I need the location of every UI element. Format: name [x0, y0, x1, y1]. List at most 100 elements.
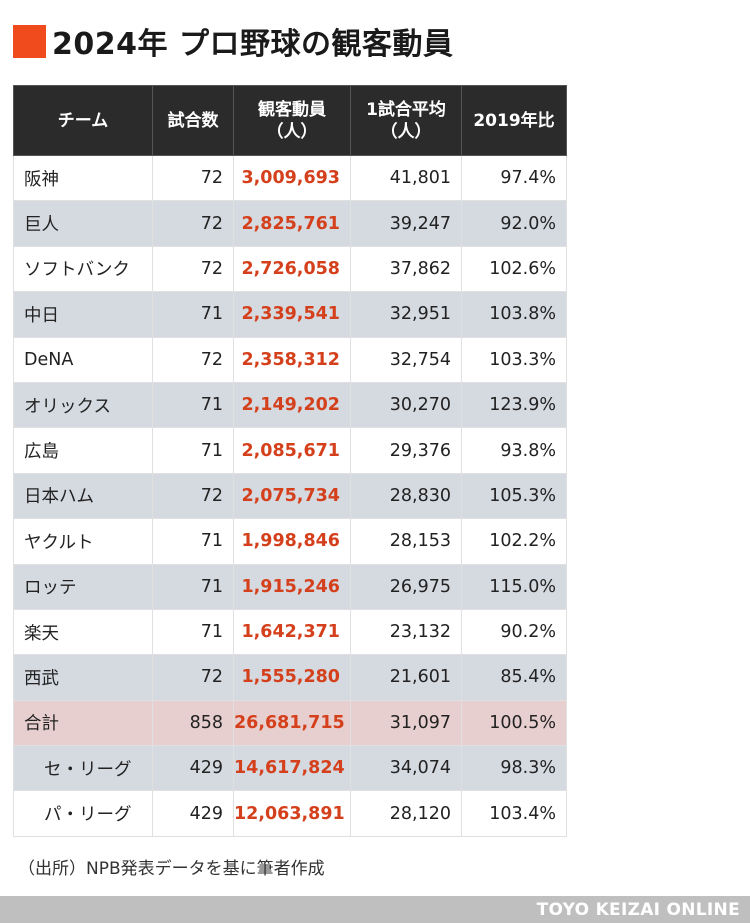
- team-cell: ソフトバンク: [13, 245, 153, 293]
- table-row: DeNA 72 2,358,312 32,754 103.3%: [13, 336, 567, 383]
- attendance-cell: 2,726,058: [233, 245, 351, 293]
- team-cell: 阪神: [13, 154, 153, 202]
- team-cell: DeNA: [13, 336, 153, 383]
- games-cell: 72: [152, 336, 234, 383]
- average-cell: 26,975: [350, 563, 462, 610]
- team-cell: 中日: [13, 291, 153, 338]
- average-cell: 37,862: [350, 245, 462, 293]
- attendance-cell: 3,009,693: [233, 154, 351, 202]
- average-cell: 32,754: [350, 336, 462, 383]
- team-cell: 合計: [13, 699, 153, 747]
- average-cell: 21,601: [350, 654, 462, 701]
- attendance-cell: 14,617,824: [233, 745, 351, 792]
- page-title: 2024年 プロ野球の観客動員: [52, 27, 454, 62]
- average-cell: 23,132: [350, 608, 462, 656]
- table-row-total: 合計 858 26,681,715 31,097 100.5%: [13, 699, 567, 747]
- games-cell: 71: [152, 608, 234, 656]
- table-row-league: パ・リーグ 429 12,063,891 28,120 103.4%: [13, 790, 567, 837]
- header-label: （人）: [266, 121, 318, 142]
- games-cell: 72: [152, 200, 234, 247]
- table-row: ソフトバンク 72 2,726,058 37,862 102.6%: [13, 245, 567, 293]
- footer-brand: TOYO KEIZAI ONLINE: [536, 899, 740, 920]
- vs2019-cell: 103.4%: [461, 790, 567, 837]
- title-accent-square: [13, 24, 46, 58]
- table-row-league: セ・リーグ 429 14,617,824 34,074 98.3%: [13, 745, 567, 792]
- average-cell: 31,097: [350, 699, 462, 747]
- team-cell: ヤクルト: [13, 518, 153, 565]
- table-header-row: チーム 試合数 観客動員 （人） 1試合平均 （人） 2019年比: [13, 85, 567, 156]
- attendance-cell: 1,642,371: [233, 608, 351, 656]
- vs2019-cell: 102.6%: [461, 245, 567, 293]
- team-cell: 広島: [13, 427, 153, 474]
- vs2019-cell: 103.8%: [461, 291, 567, 338]
- table-row: ロッテ 71 1,915,246 26,975 115.0%: [13, 563, 567, 610]
- vs2019-cell: 90.2%: [461, 608, 567, 656]
- average-cell: 34,074: [350, 745, 462, 792]
- header-label: 1試合平均: [366, 99, 446, 120]
- games-cell: 71: [152, 291, 234, 338]
- team-cell: 日本ハム: [13, 472, 153, 520]
- header-attendance: 観客動員 （人）: [233, 85, 351, 156]
- table-row: 巨人 72 2,825,761 39,247 92.0%: [13, 200, 567, 247]
- average-cell: 41,801: [350, 154, 462, 202]
- team-cell: ロッテ: [13, 563, 153, 610]
- vs2019-cell: 100.5%: [461, 699, 567, 747]
- table-row: ヤクルト 71 1,998,846 28,153 102.2%: [13, 518, 567, 565]
- table-row: 阪神 72 3,009,693 41,801 97.4%: [13, 154, 567, 202]
- table-row: 楽天 71 1,642,371 23,132 90.2%: [13, 608, 567, 656]
- games-cell: 429: [152, 790, 234, 837]
- header-team: チーム: [13, 85, 153, 156]
- header-label: 観客動員: [258, 99, 326, 120]
- games-cell: 72: [152, 472, 234, 520]
- games-cell: 71: [152, 518, 234, 565]
- average-cell: 28,153: [350, 518, 462, 565]
- games-cell: 72: [152, 245, 234, 293]
- team-cell: 西武: [13, 654, 153, 701]
- table-row: 西武 72 1,555,280 21,601 85.4%: [13, 654, 567, 701]
- games-cell: 72: [152, 654, 234, 701]
- team-cell: パ・リーグ: [13, 790, 153, 837]
- footer-bar: TOYO KEIZAI ONLINE: [0, 896, 750, 923]
- team-cell: 巨人: [13, 200, 153, 247]
- attendance-cell: 2,085,671: [233, 427, 351, 474]
- average-cell: 28,830: [350, 472, 462, 520]
- vs2019-cell: 123.9%: [461, 381, 567, 429]
- vs2019-cell: 102.2%: [461, 518, 567, 565]
- games-cell: 71: [152, 427, 234, 474]
- header-label: （人）: [380, 121, 432, 142]
- games-cell: 71: [152, 563, 234, 610]
- average-cell: 30,270: [350, 381, 462, 429]
- team-cell: オリックス: [13, 381, 153, 429]
- vs2019-cell: 97.4%: [461, 154, 567, 202]
- attendance-cell: 1,555,280: [233, 654, 351, 701]
- table-row: 広島 71 2,085,671 29,376 93.8%: [13, 427, 567, 474]
- vs2019-cell: 105.3%: [461, 472, 567, 520]
- header-average: 1試合平均 （人）: [350, 85, 462, 156]
- team-cell: 楽天: [13, 608, 153, 656]
- average-cell: 28,120: [350, 790, 462, 837]
- table-row: 日本ハム 72 2,075,734 28,830 105.3%: [13, 472, 567, 520]
- attendance-cell: 1,915,246: [233, 563, 351, 610]
- source-note: （出所）NPB発表データを基に筆者作成: [18, 859, 325, 879]
- attendance-cell: 1,998,846: [233, 518, 351, 565]
- attendance-cell: 2,075,734: [233, 472, 351, 520]
- vs2019-cell: 98.3%: [461, 745, 567, 792]
- header-label: 2019年比: [473, 110, 555, 131]
- games-cell: 72: [152, 154, 234, 202]
- attendance-table: チーム 試合数 観客動員 （人） 1試合平均 （人） 2019年比 阪神 72 3,009,69…: [13, 85, 567, 837]
- header-label: チーム: [57, 110, 109, 131]
- header-label: 試合数: [167, 110, 219, 131]
- header-games: 試合数: [152, 85, 234, 156]
- vs2019-cell: 92.0%: [461, 200, 567, 247]
- header-vs2019: 2019年比: [461, 85, 567, 156]
- vs2019-cell: 93.8%: [461, 427, 567, 474]
- vs2019-cell: 115.0%: [461, 563, 567, 610]
- games-cell: 71: [152, 381, 234, 429]
- team-cell: セ・リーグ: [13, 745, 153, 792]
- average-cell: 32,951: [350, 291, 462, 338]
- games-cell: 429: [152, 745, 234, 792]
- table-row: 中日 71 2,339,541 32,951 103.8%: [13, 291, 567, 338]
- attendance-cell: 2,339,541: [233, 291, 351, 338]
- games-cell: 858: [152, 699, 234, 747]
